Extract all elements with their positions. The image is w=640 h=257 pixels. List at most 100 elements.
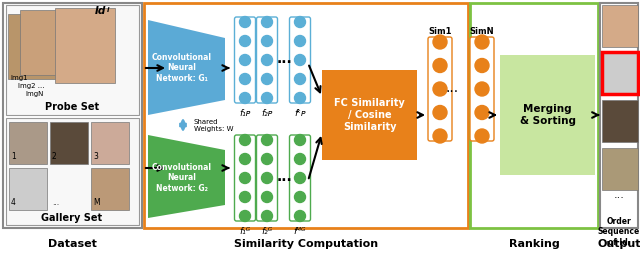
Text: Gallery Set: Gallery Set xyxy=(42,213,102,223)
FancyBboxPatch shape xyxy=(234,17,255,103)
Text: 2: 2 xyxy=(52,152,57,161)
Text: M: M xyxy=(93,198,100,207)
FancyBboxPatch shape xyxy=(257,135,278,221)
Text: Convolutional
Neural
Network: G₁: Convolutional Neural Network: G₁ xyxy=(152,53,212,83)
Circle shape xyxy=(294,93,305,104)
FancyBboxPatch shape xyxy=(322,70,417,160)
Circle shape xyxy=(294,191,305,203)
Text: ...: ... xyxy=(52,198,59,207)
Text: ···: ··· xyxy=(276,56,292,70)
Circle shape xyxy=(262,35,273,47)
FancyBboxPatch shape xyxy=(257,17,278,103)
Text: ···: ··· xyxy=(276,174,292,188)
Text: Id: Id xyxy=(94,6,106,16)
Circle shape xyxy=(294,134,305,145)
Text: Img2 ...: Img2 ... xyxy=(18,83,45,89)
Circle shape xyxy=(239,74,250,85)
Circle shape xyxy=(433,106,447,120)
Text: Output: Output xyxy=(597,239,640,249)
FancyBboxPatch shape xyxy=(289,17,310,103)
Text: Dataset: Dataset xyxy=(47,239,97,249)
FancyBboxPatch shape xyxy=(289,135,310,221)
Circle shape xyxy=(239,153,250,164)
Circle shape xyxy=(262,74,273,85)
FancyBboxPatch shape xyxy=(234,135,255,221)
FancyBboxPatch shape xyxy=(602,5,638,47)
FancyBboxPatch shape xyxy=(91,168,129,210)
Circle shape xyxy=(262,93,273,104)
Circle shape xyxy=(239,35,250,47)
Circle shape xyxy=(475,129,489,143)
Circle shape xyxy=(239,191,250,203)
FancyBboxPatch shape xyxy=(6,5,139,115)
Circle shape xyxy=(239,172,250,183)
FancyBboxPatch shape xyxy=(428,37,452,141)
Circle shape xyxy=(294,35,305,47)
Text: Order
Sequence
of Idᵢ: Order Sequence of Idᵢ xyxy=(598,217,640,247)
FancyBboxPatch shape xyxy=(470,37,494,141)
FancyBboxPatch shape xyxy=(602,52,638,94)
Text: Similarity Computation: Similarity Computation xyxy=(234,239,378,249)
Text: Shared
Weights: W: Shared Weights: W xyxy=(194,118,234,132)
Text: ImgN: ImgN xyxy=(25,91,44,97)
Circle shape xyxy=(294,54,305,66)
Circle shape xyxy=(262,172,273,183)
FancyBboxPatch shape xyxy=(9,168,47,210)
Text: 3: 3 xyxy=(93,152,98,161)
Circle shape xyxy=(262,153,273,164)
FancyBboxPatch shape xyxy=(500,55,595,175)
FancyBboxPatch shape xyxy=(3,3,142,228)
FancyBboxPatch shape xyxy=(20,10,72,75)
Text: SimN: SimN xyxy=(470,27,494,36)
Circle shape xyxy=(294,74,305,85)
FancyBboxPatch shape xyxy=(55,8,115,83)
Circle shape xyxy=(475,35,489,49)
Text: fᵏᴘ: fᵏᴘ xyxy=(294,109,306,118)
FancyBboxPatch shape xyxy=(144,3,468,228)
FancyBboxPatch shape xyxy=(8,14,60,79)
Circle shape xyxy=(433,129,447,143)
Circle shape xyxy=(433,35,447,49)
Circle shape xyxy=(262,16,273,27)
Text: fᴹᴳ: fᴹᴳ xyxy=(294,227,306,236)
FancyBboxPatch shape xyxy=(6,118,139,225)
Circle shape xyxy=(262,134,273,145)
Circle shape xyxy=(433,59,447,72)
Text: f₁ᴘ: f₁ᴘ xyxy=(239,109,251,118)
Text: i: i xyxy=(107,7,109,13)
Circle shape xyxy=(239,54,250,66)
Text: FC Similarity
/ Cosine
Similarity: FC Similarity / Cosine Similarity xyxy=(334,98,405,132)
Text: ···: ··· xyxy=(445,85,459,99)
Circle shape xyxy=(475,59,489,72)
Circle shape xyxy=(239,210,250,222)
Text: Sim1: Sim1 xyxy=(428,27,452,36)
Circle shape xyxy=(294,16,305,27)
Polygon shape xyxy=(148,135,225,218)
FancyBboxPatch shape xyxy=(9,122,47,164)
Circle shape xyxy=(262,191,273,203)
FancyBboxPatch shape xyxy=(91,122,129,164)
Text: Convolutional
Neural
Network: G₂: Convolutional Neural Network: G₂ xyxy=(152,163,212,193)
Circle shape xyxy=(294,172,305,183)
Polygon shape xyxy=(148,20,225,115)
Text: f₂ᴳ: f₂ᴳ xyxy=(261,227,273,236)
Text: 1: 1 xyxy=(11,152,16,161)
Text: f₂ᴘ: f₂ᴘ xyxy=(261,109,273,118)
FancyBboxPatch shape xyxy=(470,3,598,228)
Circle shape xyxy=(294,153,305,164)
FancyBboxPatch shape xyxy=(50,122,88,164)
Text: 4: 4 xyxy=(11,198,16,207)
Circle shape xyxy=(262,54,273,66)
Text: Probe Set: Probe Set xyxy=(45,102,99,112)
Text: Merging
& Sorting: Merging & Sorting xyxy=(520,104,575,126)
Circle shape xyxy=(294,210,305,222)
Circle shape xyxy=(239,16,250,27)
Text: f₁ᴳ: f₁ᴳ xyxy=(239,227,251,236)
Circle shape xyxy=(239,93,250,104)
Circle shape xyxy=(475,82,489,96)
Text: Img1: Img1 xyxy=(10,75,28,81)
Circle shape xyxy=(262,210,273,222)
FancyBboxPatch shape xyxy=(602,148,638,190)
Text: Ranking: Ranking xyxy=(509,239,559,249)
Text: ···: ··· xyxy=(614,193,625,203)
